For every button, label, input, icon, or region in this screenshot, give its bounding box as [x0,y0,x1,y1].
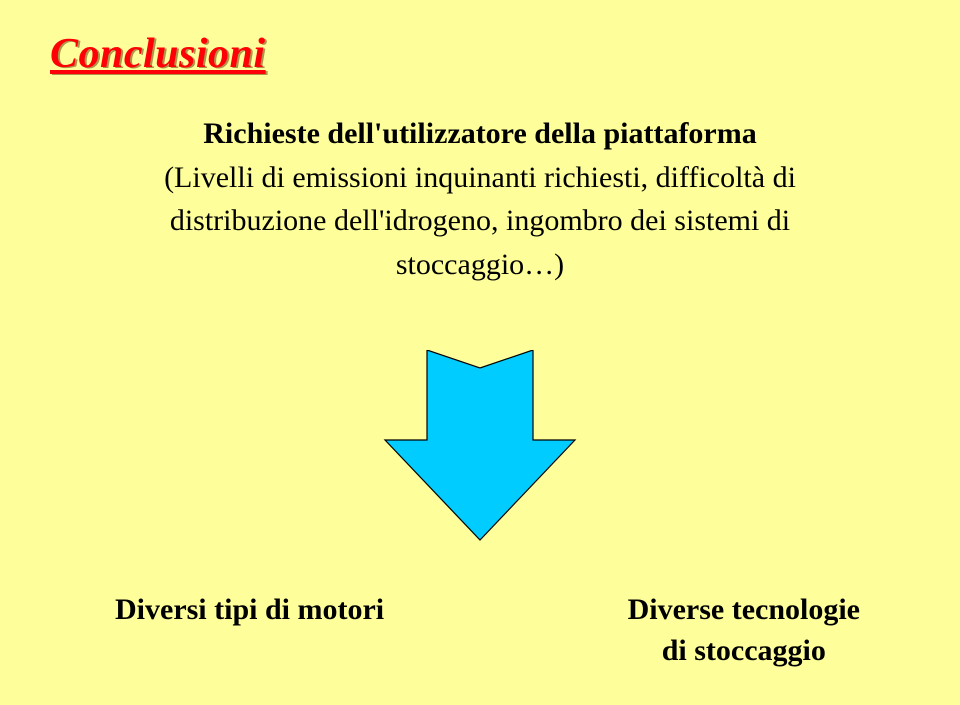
arrow-container [0,350,960,545]
footer-left-text: Diversi tipi di motori [115,590,384,671]
down-arrow-icon [380,350,580,545]
footer-right-text: Diverse tecnologie di stoccaggio [628,590,860,671]
slide-title: Conclusioni [50,31,266,77]
body-line-3: distribuzione dell'idrogeno, ingombro de… [170,204,790,237]
body-line-2: (Livelli di emissioni inquinanti richies… [164,161,796,194]
body-line-1: Richieste dell'utilizzatore della piatta… [203,117,757,150]
footer-right-line1: Diverse tecnologie [628,593,860,626]
footer-right-line2: di stoccaggio [662,634,826,667]
footer-row: Diversi tipi di motori Diverse tecnologi… [0,590,960,671]
body-line-4: stoccaggio…) [396,248,564,281]
title-container: Conclusioni [50,30,266,78]
body-text-block: Richieste dell'utilizzatore della piatta… [0,112,960,286]
